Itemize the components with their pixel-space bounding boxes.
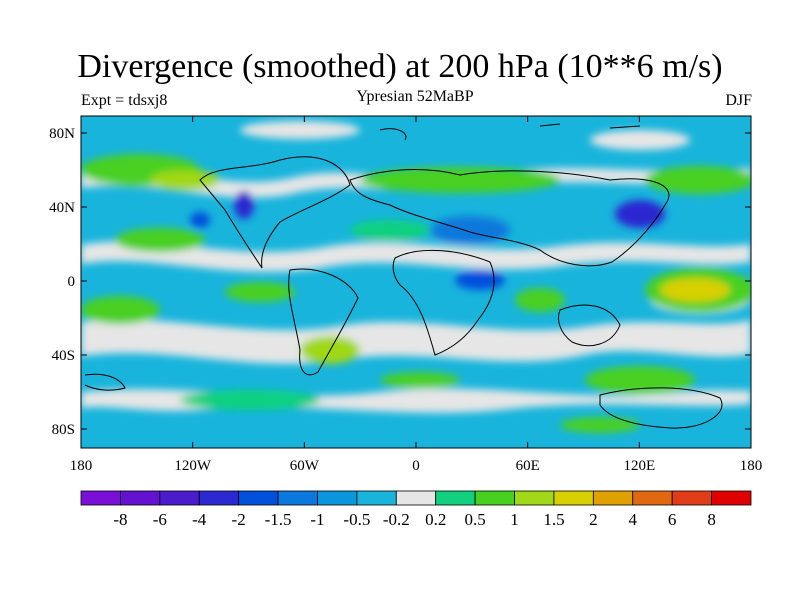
longitude-axis: 180 120W 60W 0 60E 120E 180 [70,116,763,474]
colorbar-swatch [317,490,358,506]
colorbar-swatch [120,490,161,506]
colorbar-swatch [198,490,240,506]
positive-patch [380,372,460,388]
neutral-patch [240,121,360,139]
colorbar-swatch [238,490,279,506]
colorbar-swatch [711,490,752,506]
colorbar-label: -2 [232,510,246,529]
season-label: DJF [725,92,752,109]
colorbar-label: -4 [192,510,207,529]
colorbar-label: 1 [510,510,519,529]
colorbar-swatch [356,490,397,506]
strong-positive-patch [660,278,730,302]
positive-patch [585,366,695,394]
colorbar-swatch [514,490,555,506]
colorbar-swatch [395,490,437,506]
lat-tick-label: 80S [52,422,75,438]
experiment-label: Expt = tdsxj8 [81,92,168,109]
lon-tick-label: 180 [740,458,763,474]
positive-patch [645,166,751,194]
positive-patch [515,288,565,312]
colorbar-swatch [553,490,594,506]
negative-core [430,216,510,244]
colorbar-swatch [671,490,712,506]
lat-tick-label: 40S [52,348,75,364]
plot-title: Divergence (smoothed) at 200 hPa (10**6 … [77,48,723,85]
latitude-axis: 80N 40N 0 40S 80S [49,126,751,438]
positive-patch [360,167,560,193]
coastlines [84,123,723,429]
colorbar-swatch [592,490,634,506]
colorbar-swatch [277,490,318,506]
negative-core [615,200,665,228]
plot-subtitle: Ypresian 52MaBP [356,88,474,105]
positive-patch [560,417,640,433]
colorbar-label: 8 [707,510,716,529]
lon-tick-label: 60W [290,458,320,474]
negative-core [190,212,210,228]
colorbar-swatch [435,490,476,506]
map-field [81,116,751,448]
lon-tick-label: 120E [623,458,655,474]
colorbar-label: 2 [589,510,598,529]
lon-tick-label: 120W [174,458,212,474]
colorbar-label: 0.5 [464,510,485,529]
lon-tick-label: 0 [412,458,420,474]
colorbar-label: 4 [629,510,638,529]
colorbar-label: -1 [310,510,324,529]
positive-patch [350,220,430,240]
colorbar-label: -8 [113,510,127,529]
lat-tick-label: 0 [68,274,76,290]
colorbar-swatch [159,490,200,506]
colorbar-swatch [632,490,673,506]
colorbar-label: -0.2 [383,510,410,529]
colorbar-label: 6 [668,510,677,529]
positive-patch [225,282,295,302]
lon-tick-label: 180 [70,458,93,474]
negative-core [234,191,254,219]
neutral-band [81,319,751,364]
colorbar-swatch [474,490,515,506]
positive-patch [81,296,160,324]
lat-tick-label: 40N [49,200,75,216]
neutral-band [81,241,751,272]
lat-tick-label: 80N [49,126,75,142]
positive-patch [180,390,320,410]
positive-patch [115,228,205,252]
lon-tick-label: 60E [516,458,540,474]
colorbar-label: -1.5 [265,510,292,529]
colorbar: -8 -6 -4 -2 -1.5 -1 -0.5 -0.2 0.2 0.5 1 1.5 2 4 6 8 [80,490,752,529]
colorbar-label: 1.5 [543,510,564,529]
neutral-patch [590,130,690,150]
colorbar-label: 0.2 [425,510,446,529]
positive-patch [150,170,220,190]
colorbar-label: -0.5 [343,510,370,529]
negative-core [455,270,505,290]
colorbar-label: -6 [153,510,167,529]
colorbar-swatch [80,490,121,506]
